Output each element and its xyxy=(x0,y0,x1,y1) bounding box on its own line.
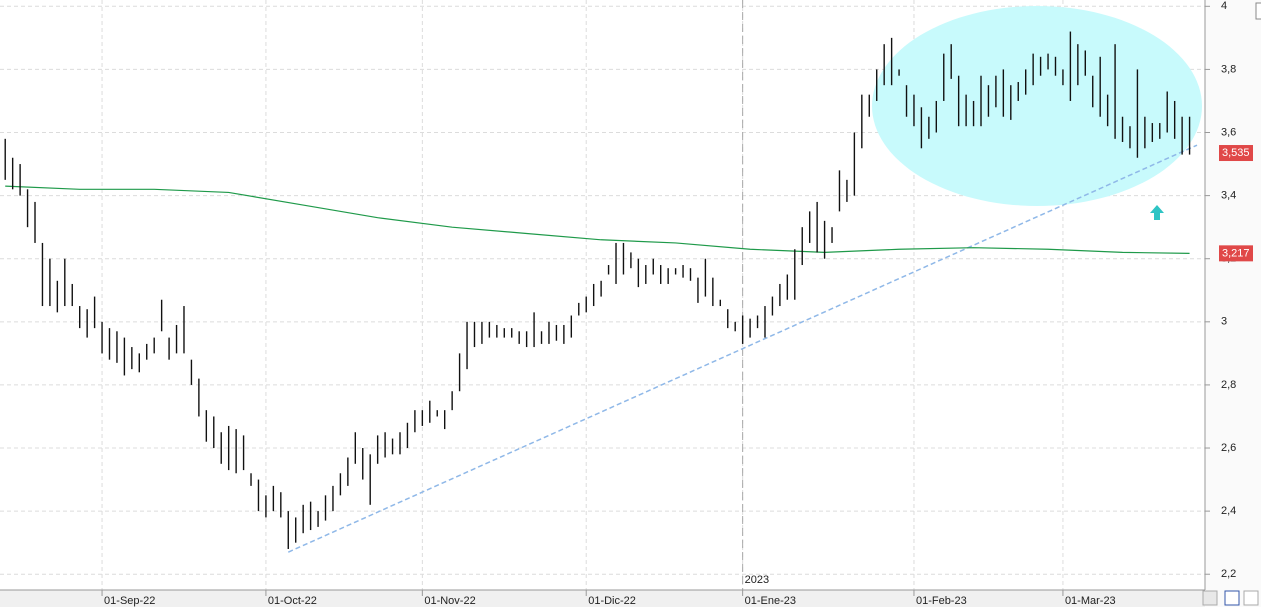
moving-average xyxy=(5,185,1190,254)
y-axis-band xyxy=(1205,0,1261,607)
price-tag-label: 3,217 xyxy=(1222,247,1250,259)
corner-button[interactable] xyxy=(1255,2,1261,20)
trendline xyxy=(287,144,1198,553)
y-tick-label: 2,4 xyxy=(1221,505,1236,517)
x-tick-label: 01-Nov-22 xyxy=(424,595,475,607)
year-label: 2023 xyxy=(745,574,769,586)
y-tick-label: 2,8 xyxy=(1221,379,1236,391)
x-tick-label: 01-Feb-23 xyxy=(916,595,967,607)
settings-button[interactable] xyxy=(1243,590,1259,606)
y-tick-label: 3 xyxy=(1221,316,1227,328)
x-axis-band xyxy=(0,590,1205,607)
y-tick-label: 4 xyxy=(1221,0,1227,12)
x-tick-label: 01-Sep-22 xyxy=(104,595,155,607)
y-tick-label: 3,4 xyxy=(1221,190,1236,202)
highlight-ellipse xyxy=(872,6,1202,206)
up-arrow xyxy=(1150,205,1164,220)
y-tick-label: 2,2 xyxy=(1221,568,1236,580)
plot xyxy=(4,31,1198,553)
y-tick-label: 2,6 xyxy=(1221,442,1236,454)
zoom-button[interactable] xyxy=(1202,590,1218,606)
y-tick-label: 3,8 xyxy=(1221,63,1236,75)
x-tick-label: 01-Oct-22 xyxy=(268,595,317,607)
save-button[interactable] xyxy=(1224,590,1240,606)
x-tick-label: 01-Ene-23 xyxy=(745,595,796,607)
price-tag-label: 3,535 xyxy=(1222,147,1250,159)
y-tick-label: 3,6 xyxy=(1221,126,1236,138)
x-tick-label: 01-Mar-23 xyxy=(1065,595,1116,607)
price-tag xyxy=(1219,245,1253,262)
x-tick-label: 01-Dic-22 xyxy=(588,595,636,607)
axes: 2,22,42,62,833,23,43,63,8401-Sep-2201-Oc… xyxy=(101,0,1253,607)
price-tag xyxy=(1219,145,1253,162)
